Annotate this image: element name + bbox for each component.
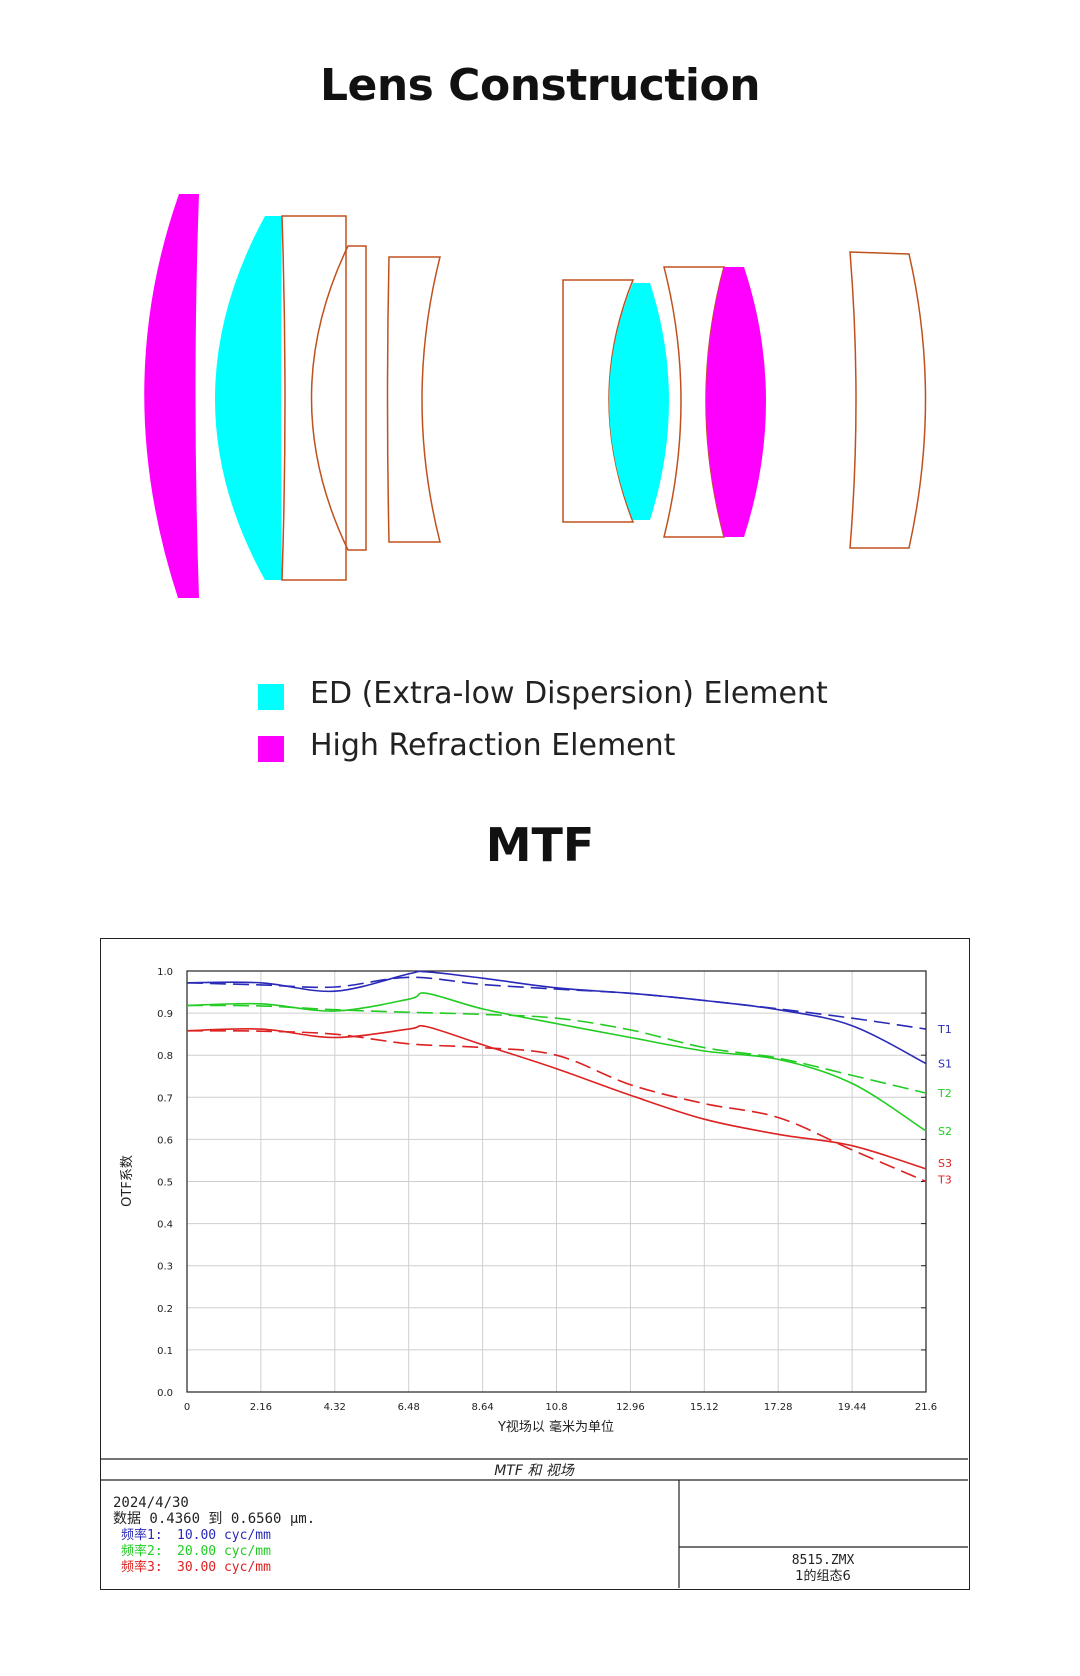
series-label-s3: S3 bbox=[938, 1157, 952, 1170]
series-line-s2 bbox=[186, 992, 927, 1132]
legend-swatch-ed bbox=[258, 684, 284, 710]
lens-element-2 bbox=[215, 216, 282, 580]
lens-element-5 bbox=[386, 256, 441, 543]
x-tick-label: 19.44 bbox=[838, 1402, 867, 1413]
y-axis-label: OTF系数 bbox=[120, 1155, 135, 1207]
y-tick-label: 0.0 bbox=[157, 1388, 173, 1399]
y-tick-label: 0.2 bbox=[157, 1304, 173, 1315]
lens-construction-diagram bbox=[144, 194, 927, 598]
x-tick-label: 6.48 bbox=[398, 1402, 420, 1413]
series-label-s2: S2 bbox=[938, 1125, 952, 1138]
x-tick-label: 2.16 bbox=[250, 1402, 272, 1413]
lens-construction-title: Lens Construction bbox=[319, 60, 761, 111]
info-config: 1的组态6 bbox=[795, 1568, 851, 1584]
info-file-name: 8515.ZMX bbox=[792, 1553, 855, 1568]
y-tick-label: 0.3 bbox=[157, 1262, 173, 1273]
info-frequency-1-value: 10.00 cyc/mm bbox=[177, 1528, 271, 1543]
y-tick-label: 0.9 bbox=[157, 1009, 173, 1020]
chart-title: MTF 和 视场 bbox=[494, 1463, 575, 1479]
y-tick-label: 1.0 bbox=[157, 967, 173, 978]
series-label-t3: T3 bbox=[937, 1174, 952, 1187]
lens-element-9 bbox=[706, 267, 766, 537]
series-line-s1 bbox=[186, 970, 927, 1065]
series-line-t2 bbox=[186, 1004, 927, 1094]
x-tick-label: 10.8 bbox=[545, 1402, 567, 1413]
mtf-chart: 0 2.16 4.32 6.48 8.64 10.8 12.96 15.12 17.28 19.4… bbox=[101, 967, 968, 1588]
info-date: 2024/4/30 bbox=[113, 1495, 189, 1511]
info-frequency-3-label: 频率3: bbox=[121, 1559, 163, 1575]
lens-element-4 bbox=[310, 245, 367, 551]
x-tick-label: 0 bbox=[184, 1402, 190, 1413]
x-tick-label: 12.96 bbox=[616, 1402, 645, 1413]
series-line-t3 bbox=[186, 1030, 927, 1183]
y-tick-label: 0.8 bbox=[157, 1051, 173, 1062]
legend-label-high-refraction: High Refraction Element bbox=[310, 728, 676, 763]
mtf-chart-frame: 0 2.16 4.32 6.48 8.64 10.8 12.96 15.12 17.28 19.4… bbox=[100, 938, 970, 1590]
y-tick-label: 0.6 bbox=[157, 1135, 173, 1146]
x-tick-label: 21.6 bbox=[915, 1402, 937, 1413]
info-frequency-2-value: 20.00 cyc/mm bbox=[177, 1544, 271, 1559]
series-line-t1 bbox=[186, 976, 927, 1030]
y-tick-label: 0.5 bbox=[157, 1178, 173, 1189]
chart-ticks: 0 2.16 4.32 6.48 8.64 10.8 12.96 15.12 17.28 19.4… bbox=[157, 967, 937, 1413]
x-tick-label: 17.28 bbox=[764, 1402, 793, 1413]
lens-element-10 bbox=[849, 251, 927, 549]
x-axis-label: Y视场以 毫米为单位 bbox=[497, 1419, 614, 1435]
legend-label-ed: ED (Extra-low Dispersion) Element bbox=[310, 676, 828, 711]
x-tick-label: 15.12 bbox=[690, 1402, 719, 1413]
x-tick-label: 8.64 bbox=[471, 1402, 493, 1413]
info-frequency-2-label: 频率2: bbox=[121, 1543, 163, 1559]
info-data-range: 数据 0.4360 到 0.6560 μm. bbox=[113, 1511, 315, 1527]
info-frequency-1-label: 频率1: bbox=[121, 1527, 163, 1543]
series-labels: T1 S1 T2 S2 T3 S3 bbox=[937, 1023, 952, 1186]
chart-grid bbox=[187, 971, 926, 1392]
series-label-t2: T2 bbox=[937, 1087, 952, 1100]
lens-element-7 bbox=[609, 283, 669, 520]
y-tick-label: 0.7 bbox=[157, 1093, 173, 1104]
lens-element-3 bbox=[281, 215, 347, 581]
chart-series bbox=[186, 970, 927, 1183]
y-tick-label: 0.4 bbox=[157, 1220, 173, 1231]
series-label-t1: T1 bbox=[937, 1023, 952, 1036]
y-tick-label: 0.1 bbox=[157, 1346, 173, 1357]
lens-element-1 bbox=[144, 194, 199, 598]
legend-swatch-high-refraction bbox=[258, 736, 284, 762]
info-frequency-3-value: 30.00 cyc/mm bbox=[177, 1560, 271, 1575]
series-label-s1: S1 bbox=[938, 1058, 952, 1071]
series-line-s3 bbox=[186, 1024, 927, 1170]
mtf-title: MTF bbox=[485, 818, 595, 872]
x-tick-label: 4.32 bbox=[324, 1402, 346, 1413]
